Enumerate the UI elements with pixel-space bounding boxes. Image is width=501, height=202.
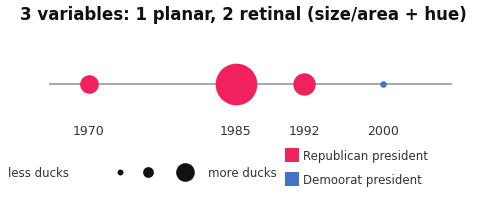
Text: Republican president: Republican president xyxy=(303,149,428,162)
FancyBboxPatch shape xyxy=(285,172,299,186)
Text: 2000: 2000 xyxy=(367,124,399,137)
Point xyxy=(116,170,124,174)
Text: 1970: 1970 xyxy=(73,124,105,137)
Point xyxy=(181,170,189,174)
Point xyxy=(232,83,240,86)
Text: 3 variables: 1 planar, 2 retinal (size/area + hue): 3 variables: 1 planar, 2 retinal (size/a… xyxy=(20,6,467,24)
Text: more ducks: more ducks xyxy=(208,166,277,179)
Point xyxy=(379,83,387,86)
FancyBboxPatch shape xyxy=(285,148,299,162)
Text: 1985: 1985 xyxy=(220,124,252,137)
Text: 1992: 1992 xyxy=(289,124,320,137)
Point xyxy=(144,170,152,174)
Text: Demoorat president: Demoorat president xyxy=(303,173,422,186)
Text: less ducks: less ducks xyxy=(8,166,69,179)
Point xyxy=(85,83,93,86)
Point xyxy=(301,83,309,86)
